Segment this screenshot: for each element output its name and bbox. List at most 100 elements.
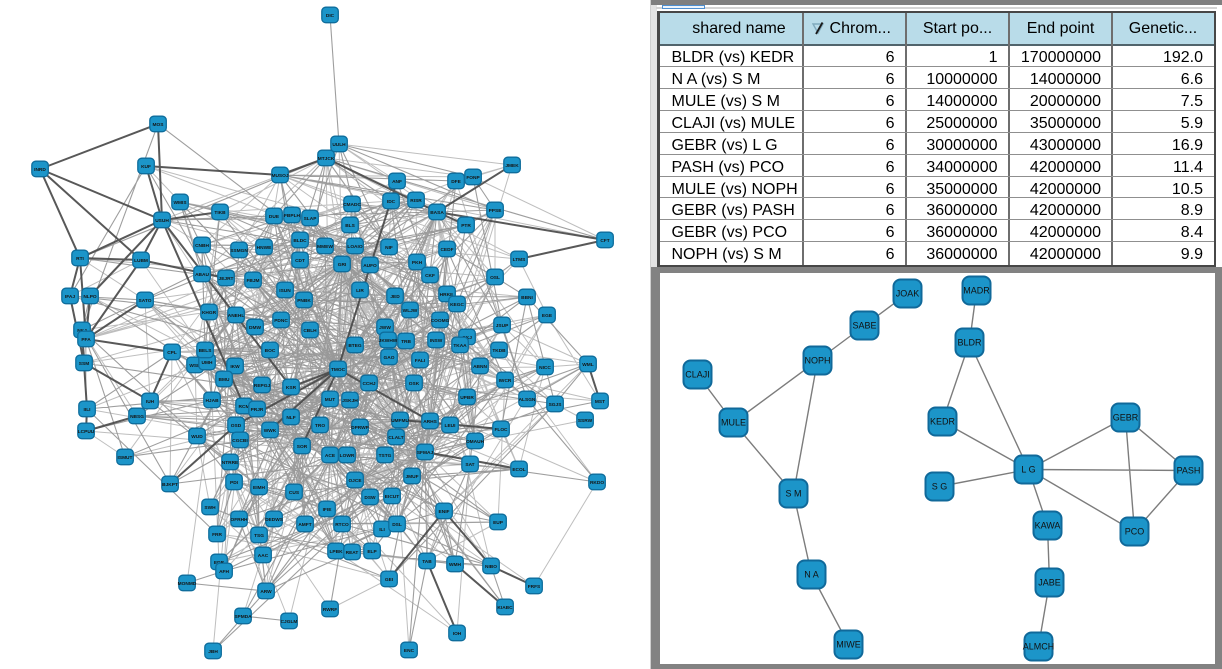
svg-text:TIKB: TIKB — [214, 210, 226, 216]
svg-text:DUE: DUE — [269, 214, 280, 220]
svg-text:OSK: OSK — [409, 381, 420, 387]
svg-text:CFT: CFT — [600, 238, 609, 244]
svg-text:JWW: JWW — [379, 325, 391, 331]
svg-text:SATO: SATO — [139, 298, 152, 304]
svg-text:JABE: JABE — [1038, 577, 1061, 587]
svg-text:KAWA: KAWA — [1034, 520, 1060, 530]
svg-text:IOH: IOH — [453, 631, 462, 637]
svg-text:NIF: NIF — [385, 245, 393, 251]
svg-text:UMH: UMH — [202, 360, 213, 366]
svg-text:CCHJ: CCHJ — [362, 381, 375, 387]
svg-text:BMU: BMU — [219, 377, 230, 383]
svg-text:WMH: WMH — [449, 562, 462, 568]
svg-text:CGCBI: CGCBI — [232, 438, 248, 444]
svg-text:JEJRT: JEJRT — [219, 276, 234, 282]
svg-text:RISR: RISR — [410, 198, 422, 204]
svg-text:SGJS: SGJS — [549, 402, 563, 408]
svg-text:CPL: CPL — [167, 350, 177, 356]
svg-text:IDC: IDC — [387, 199, 396, 205]
svg-text:MULE: MULE — [720, 417, 745, 427]
svg-text:CJGLM: CJGLM — [281, 619, 298, 625]
svg-text:LOAIO: LOAIO — [347, 244, 362, 250]
svg-text:TKAA: TKAA — [453, 343, 467, 349]
svg-text:WMIS: WMIS — [173, 200, 187, 206]
svg-text:MST: MST — [595, 399, 605, 405]
svg-text:N A: N A — [804, 569, 819, 579]
svg-text:MUT: MUT — [325, 397, 335, 403]
svg-text:BOC: BOC — [265, 348, 276, 354]
svg-text:CBLH: CBLH — [303, 328, 317, 334]
svg-text:JBH: JBH — [208, 649, 218, 655]
svg-text:PTR: PTR — [461, 223, 471, 229]
svg-text:MIWE: MIWE — [836, 639, 861, 649]
svg-text:SABE: SABE — [852, 320, 876, 330]
svg-text:ISMUT: ISMUT — [118, 455, 133, 461]
svg-text:ANEHL: ANEHL — [228, 313, 245, 319]
svg-text:PPSE: PPSE — [489, 208, 503, 214]
svg-text:TSTG: TSTG — [379, 453, 392, 459]
svg-text:BLDC: BLDC — [293, 238, 307, 244]
svg-text:BBNI: BBNI — [521, 295, 533, 301]
svg-text:TAB: TAB — [422, 559, 432, 565]
svg-text:TKDB: TKDB — [492, 348, 506, 354]
svg-text:SOR: SOR — [297, 444, 308, 450]
svg-text:AFH: AFH — [219, 569, 229, 575]
svg-text:KIABC: KIABC — [497, 605, 513, 611]
svg-text:ELP: ELP — [367, 549, 377, 555]
svg-text:EICUT: EICUT — [385, 494, 399, 500]
svg-text:WSB: WSB — [189, 363, 201, 369]
svg-text:DMW: DMW — [249, 325, 261, 331]
svg-text:INRD: INRD — [34, 167, 46, 173]
svg-text:RTI: RTI — [76, 256, 84, 262]
svg-text:BLDR: BLDR — [957, 337, 982, 347]
svg-text:OMAUH: OMAUH — [466, 439, 485, 445]
svg-text:BTEG: BTEG — [348, 343, 362, 349]
svg-text:GRI: GRI — [338, 262, 347, 268]
svg-text:ECOL: ECOL — [512, 467, 525, 473]
svg-text:WUD: WUD — [191, 434, 203, 440]
svg-text:BASA: BASA — [430, 210, 444, 216]
svg-text:AUFO: AUFO — [363, 263, 377, 269]
svg-text:RKDO: RKDO — [590, 480, 604, 486]
svg-text:PFA: PFA — [81, 337, 91, 343]
svg-text:IFAJ: IFAJ — [65, 294, 75, 300]
svg-text:JSUP: JSUP — [496, 323, 509, 329]
svg-text:ALSGN: ALSGN — [519, 397, 536, 403]
svg-text:LPBK: LPBK — [329, 549, 343, 555]
svg-text:SAT: SAT — [465, 462, 474, 468]
svg-text:MADR: MADR — [963, 285, 990, 295]
svg-text:FLOC: FLOC — [494, 427, 508, 433]
svg-text:EGE: EGE — [542, 313, 553, 319]
svg-text:CEDF: CEDF — [440, 247, 453, 253]
svg-text:KHGR: KHGR — [202, 310, 217, 316]
svg-text:CLAJI: CLAJI — [685, 369, 710, 379]
svg-text:GAO: GAO — [384, 355, 395, 361]
svg-text:TRB: TRB — [401, 339, 411, 345]
svg-text:GEI: GEI — [385, 577, 394, 583]
svg-text:WML: WML — [582, 362, 594, 368]
svg-text:ACE: ACE — [325, 453, 336, 459]
svg-text:DSW: DSW — [364, 495, 376, 501]
svg-text:CDT: CDT — [295, 258, 305, 264]
svg-text:ENIF: ENIF — [439, 509, 450, 515]
svg-text:EUP: EUP — [493, 520, 504, 526]
svg-text:TMOC: TMOC — [331, 367, 346, 373]
svg-text:KEDR: KEDR — [929, 416, 955, 426]
svg-text:KUF: KUF — [141, 164, 151, 170]
svg-text:UMFMU: UMFMU — [391, 418, 409, 424]
svg-text:JED: JED — [390, 294, 400, 300]
svg-text:JMUF: JMUF — [405, 474, 418, 480]
svg-text:LTMS: LTMS — [513, 257, 526, 263]
svg-text:KSR: KSR — [286, 385, 297, 391]
svg-text:S M: S M — [785, 488, 801, 498]
svg-text:ISUN: ISUN — [279, 288, 291, 294]
svg-text:LCPUU: LCPUU — [78, 429, 95, 435]
svg-text:RWRF: RWRF — [323, 607, 337, 613]
svg-text:OFRHH: OFRHH — [230, 517, 248, 523]
svg-text:FBPLH: FBPLH — [284, 213, 301, 219]
svg-text:ABNN: ABNN — [473, 364, 487, 370]
svg-text:IILI: IILI — [84, 407, 92, 413]
svg-text:FRFS: FRFS — [528, 584, 541, 590]
svg-text:AMFT: AMFT — [298, 522, 311, 528]
svg-text:COOMG: COOMG — [431, 318, 450, 324]
